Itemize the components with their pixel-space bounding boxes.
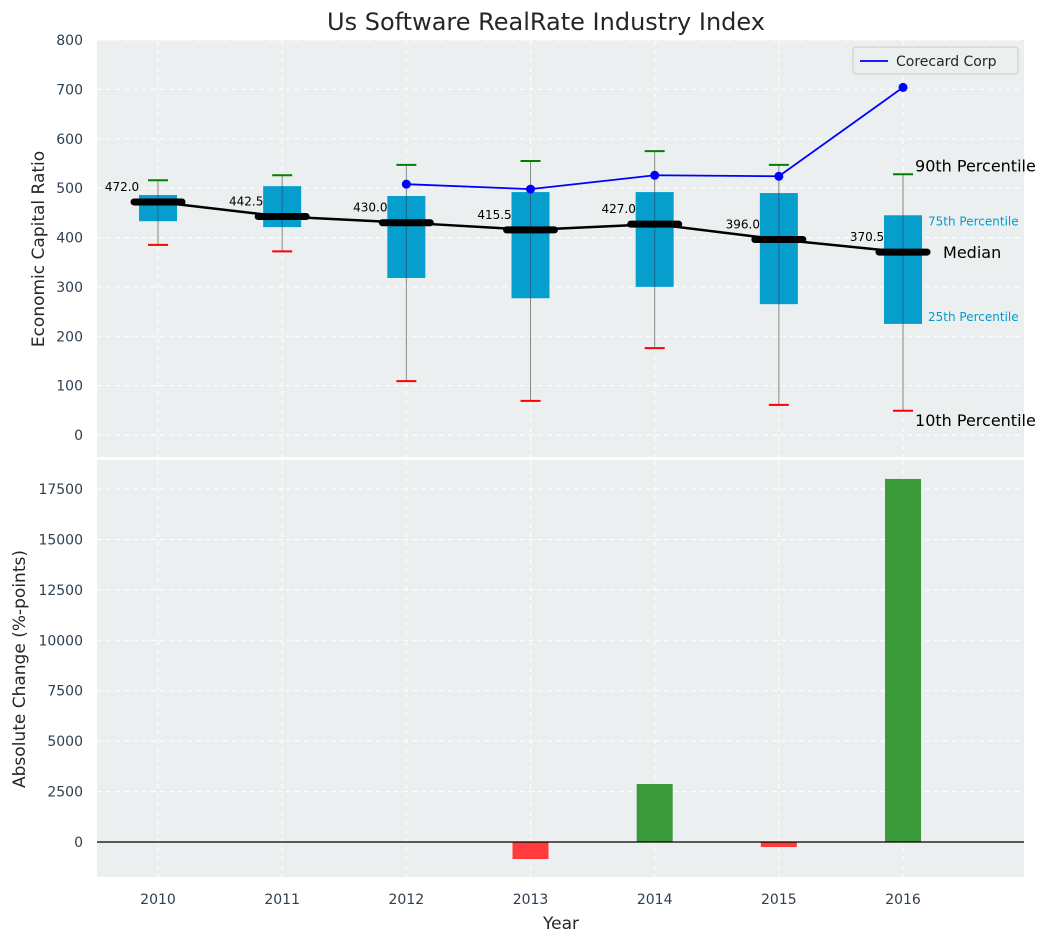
x-axis-label: Year (542, 914, 579, 934)
annotation-median: Median (943, 243, 1001, 262)
x-tick-label: 2011 (264, 892, 300, 908)
y-tick-label: 500 (56, 181, 83, 197)
top-y-axis-label: Economic Capital Ratio (29, 151, 49, 347)
median-label: 472.0 (105, 180, 139, 194)
series-point-corecard (401, 179, 411, 189)
x-tick-label: 2016 (885, 892, 921, 908)
y-tick-label: 800 (56, 33, 83, 49)
median-label: 427.0 (602, 202, 636, 216)
annotation-p75: 75th Percentile (928, 214, 1019, 228)
y-tick-label: 10000 (38, 633, 83, 649)
chart-title: Us Software RealRate Industry Index (327, 8, 765, 36)
x-tick-label: 2015 (761, 892, 797, 908)
top-plot: 0 100 200 300 400 500 600 700 800 472.0 442.5 430.0… (56, 33, 1036, 457)
bottom-y-axis-label: Absolute Change (%-points) (10, 550, 30, 788)
y-tick-label: 2500 (47, 785, 83, 801)
y-tick-label: 15000 (38, 532, 83, 548)
x-tick-label: 2012 (389, 892, 425, 908)
y-tick-label: 0 (74, 428, 83, 444)
bar (885, 478, 922, 842)
median-label: 430.0 (353, 201, 387, 215)
y-tick-label: 12500 (38, 583, 83, 599)
y-tick-label: 600 (56, 132, 83, 148)
y-tick-label: 5000 (47, 734, 83, 750)
median-label: 442.5 (229, 195, 263, 209)
x-tick-label: 2014 (637, 892, 673, 908)
y-tick-label: 200 (56, 329, 83, 345)
y-tick-label: 7500 (47, 684, 83, 700)
series-point-corecard (898, 82, 908, 92)
median-label: 370.5 (850, 230, 884, 244)
y-tick-label: 700 (56, 82, 83, 98)
bar (512, 842, 549, 860)
y-tick-label: 400 (56, 231, 83, 247)
annotation-p90: 90th Percentile (915, 156, 1036, 175)
y-tick-label: 100 (56, 379, 83, 395)
series-point-corecard (650, 170, 660, 180)
median-label: 415.5 (477, 208, 511, 222)
legend-box (852, 46, 1019, 75)
series-point-corecard (774, 171, 784, 181)
legend: Corecard Corp (852, 46, 1019, 75)
y-tick-label: 0 (74, 835, 83, 851)
annotation-p25: 25th Percentile (928, 310, 1019, 324)
series-point-corecard (526, 184, 536, 194)
median-label: 396.0 (726, 217, 760, 231)
x-tick-label: 2010 (140, 892, 176, 908)
plot-background (97, 460, 1024, 877)
bar (636, 784, 673, 842)
bar (760, 842, 797, 848)
annotation-p10: 10th Percentile (915, 411, 1036, 430)
x-tick-label: 2013 (513, 892, 549, 908)
y-tick-label: 300 (56, 280, 83, 296)
legend-label: Corecard Corp (896, 54, 997, 70)
y-tick-label: 17500 (38, 482, 83, 498)
bottom-plot: 0 2500 5000 7500 10000 12500 15000 17500 2010 201… (38, 460, 1024, 908)
